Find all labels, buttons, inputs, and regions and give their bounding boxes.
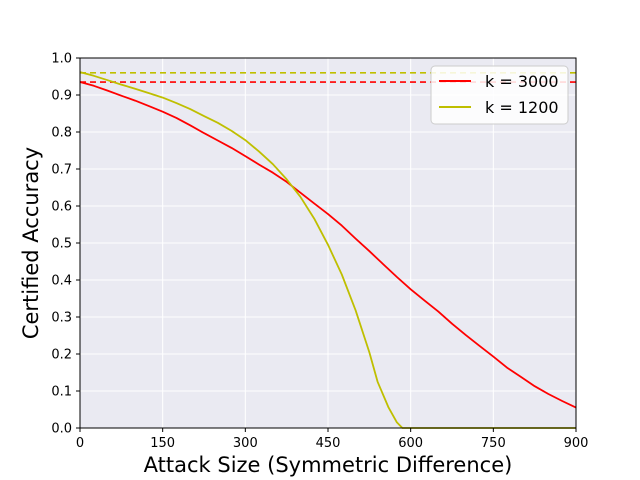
series-line [79, 71, 576, 429]
y-axis-ticks: 0.0 0.1 0.2 0.3 0.4 0.5 0.6 0.7 0.8 0.9 1.0 [51, 52, 80, 437]
x-tick-label: 150 [150, 436, 175, 451]
x-tick-label: 900 [564, 436, 589, 451]
legend-label-k3000: k = 3000 [485, 72, 559, 91]
y-tick-label: 0.9 [51, 89, 72, 104]
series-lines [79, 71, 577, 429]
y-axis-label: Certified Accuracy [19, 147, 43, 339]
y-tick-label: 0.5 [51, 237, 72, 252]
y-tick-label: 1.0 [51, 52, 72, 67]
y-tick-label: 0.3 [51, 311, 72, 326]
y-tick-label: 0.7 [51, 163, 72, 178]
y-tick-label: 0.6 [51, 200, 72, 215]
x-axis-ticks: 0 150 300 450 600 750 900 [76, 428, 589, 451]
x-tick-label: 300 [233, 436, 258, 451]
y-tick-label: 0.1 [51, 385, 72, 400]
x-tick-label: 750 [481, 436, 506, 451]
y-tick-label: 0.4 [51, 274, 72, 289]
y-tick-label: 0.2 [51, 348, 72, 363]
x-tick-label: 600 [398, 436, 423, 451]
series-line [79, 81, 577, 409]
legend: k = 3000 k = 1200 [430, 65, 569, 125]
y-tick-label: 0.0 [51, 422, 72, 437]
x-tick-label: 450 [316, 436, 341, 451]
legend-label-k1200: k = 1200 [485, 98, 559, 117]
x-axis-label: Attack Size (Symmetric Difference) [144, 453, 513, 477]
x-tick-label: 0 [76, 436, 84, 451]
y-tick-label: 0.8 [51, 126, 72, 141]
